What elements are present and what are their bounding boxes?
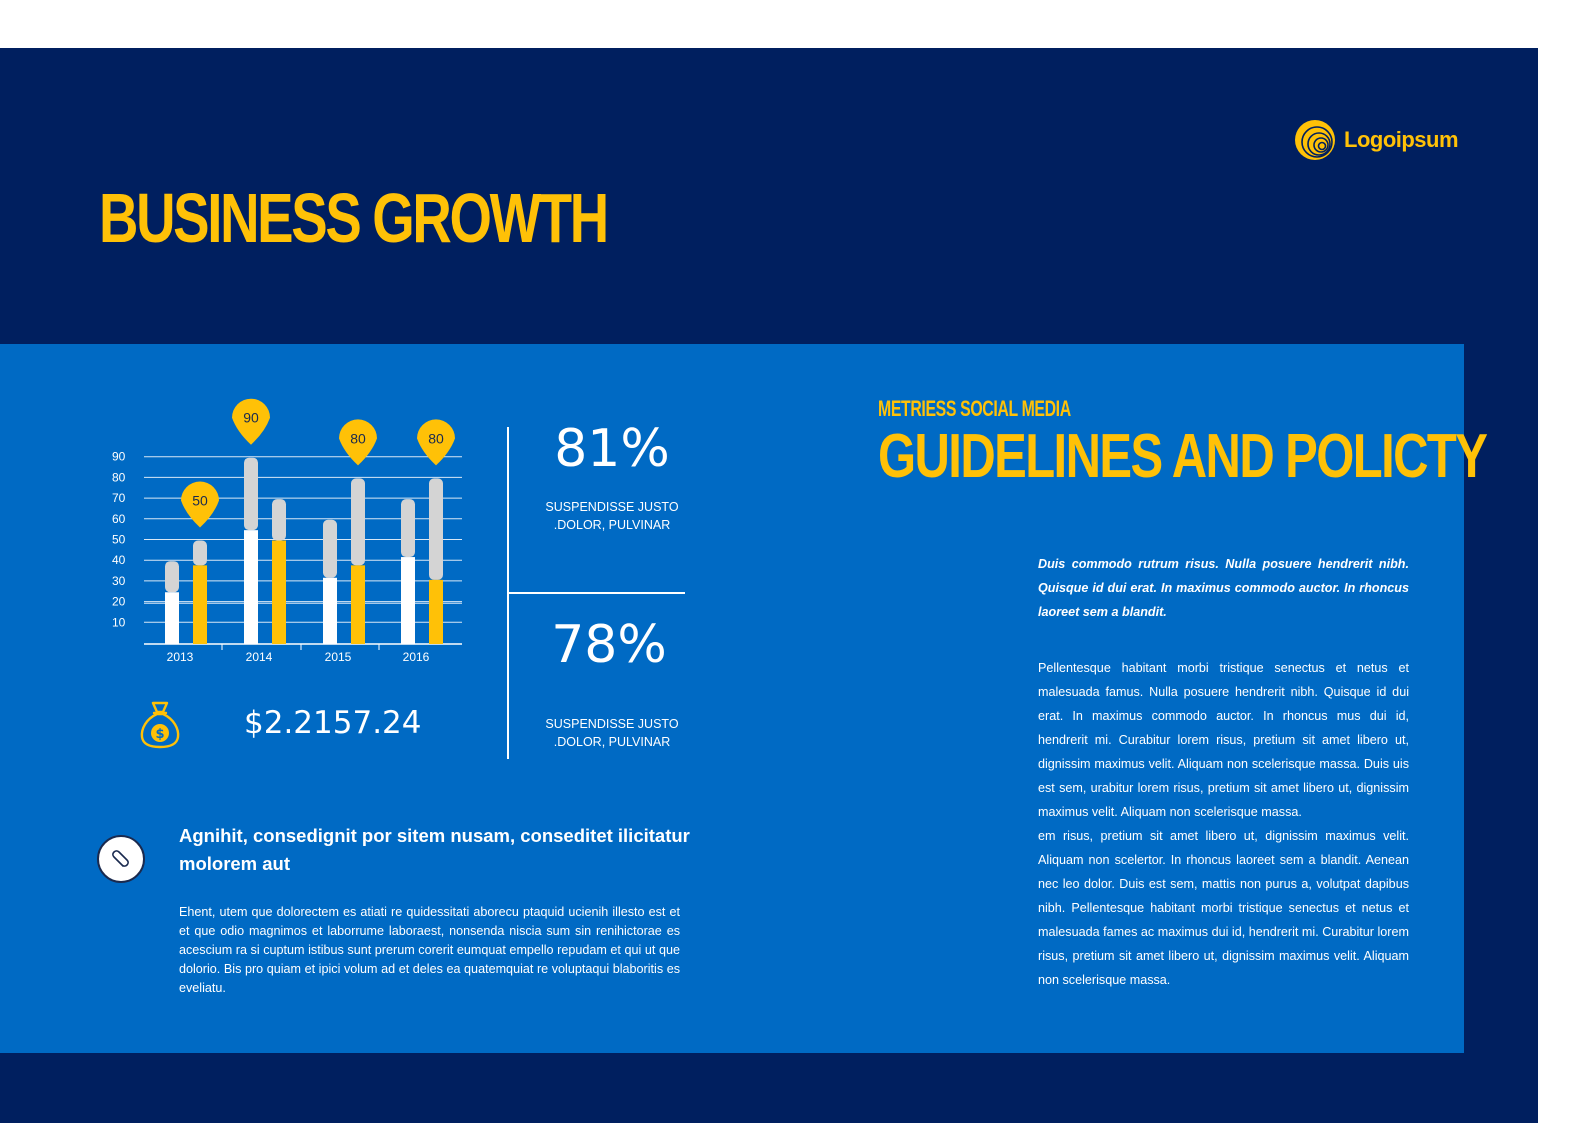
stat-value-secondary: 78%: [551, 615, 667, 675]
chart-bar-remainder: [272, 499, 286, 541]
chart-bar-remainder: [193, 540, 207, 566]
chart-y-tick-label: 90: [112, 450, 126, 464]
chart-callout-label: 90: [243, 410, 259, 426]
page-title: BUSINESS GROWTH: [99, 179, 609, 257]
chart-bar-remainder: [351, 478, 365, 566]
body-paragraph-1: Pellentesque habitant morbi tristique se…: [1038, 661, 1409, 819]
chart-y-tick-label: 60: [112, 512, 126, 526]
chart-bar-remainder: [165, 561, 179, 593]
chart-bar-remainder: [401, 499, 415, 558]
chart-bar: [429, 579, 443, 644]
stats-divider-horizontal: [508, 592, 685, 594]
chart-bar-remainder: [323, 519, 337, 578]
section-title: GUIDELINES AND POLICTY: [878, 422, 1488, 491]
chart-bar-remainder: [244, 457, 258, 531]
content-panel: [0, 344, 1464, 1053]
chart-bar: [244, 530, 258, 644]
intro-paragraph: Duis commodo rutrum risus. Nulla posuere…: [1038, 557, 1409, 619]
money-value: $2.2157.24: [244, 705, 422, 741]
chart-x-tick-label: 2016: [403, 650, 430, 664]
note-body: Ehent, utem que dolorectem es atiati re …: [179, 905, 680, 995]
stat-description-primary: SUSPENDISSE JUSTO .DOLOR, PULVINAR: [545, 500, 679, 532]
chart-bar: [193, 565, 207, 644]
note-heading: Agnihit, consedignit por sitem nusam, co…: [179, 825, 690, 874]
chart-callout-marker: [339, 419, 377, 466]
chart-y-tick-label: 50: [112, 533, 126, 547]
chart-callout-marker: [417, 419, 455, 466]
logo-mark-icon: [1295, 120, 1335, 160]
chart-x-tick-label: 2013: [167, 650, 194, 664]
chart-x-tick-label: 2014: [246, 650, 273, 664]
growth-chart-svg: 90 80 70 60 50 40 30 20 10 2013 2014 2015 2016 50 90 80…: [112, 398, 462, 664]
chart-callout-marker: [232, 398, 270, 445]
logo: Logoipsum: [1294, 119, 1459, 161]
chart-callout-label: 50: [192, 493, 208, 509]
svg-text:$: $: [155, 727, 164, 742]
chart-bar: [323, 577, 337, 644]
chart-callout-label: 80: [350, 430, 366, 446]
chart-y-tick-label: 10: [112, 615, 126, 629]
chart-bar: [165, 592, 179, 644]
growth-chart: 90 80 70 60 50 40 30 20 10 2013 2014 2015 2016 50 90 80…: [100, 395, 480, 680]
stat-value-primary: 81%: [554, 419, 670, 479]
section-kicker: METRIESS SOCIAL MEDIA: [878, 396, 1071, 421]
paperclip-badge: [97, 835, 145, 883]
chart-bar-remainder: [429, 478, 443, 580]
money-bag-icon: $: [140, 701, 180, 749]
chart-y-tick-label: 70: [112, 491, 126, 505]
chart-bar: [401, 557, 415, 644]
chart-callout-label: 80: [428, 430, 444, 446]
chart-y-tick-label: 80: [112, 470, 126, 484]
stat-description-secondary: SUSPENDISSE JUSTO .DOLOR, PULVINAR: [545, 717, 679, 749]
logo-text: Logoipsum: [1344, 127, 1459, 152]
paperclip-icon: [112, 850, 129, 867]
chart-y-tick-label: 30: [112, 574, 126, 588]
chart-x-tick-label: 2015: [325, 650, 352, 664]
chart-y-tick-label: 40: [112, 553, 126, 567]
chart-callout-marker: [181, 481, 219, 528]
chart-y-tick-label: 20: [112, 595, 126, 609]
chart-bar: [272, 540, 286, 644]
chart-bar: [351, 565, 365, 644]
body-paragraphs: Pellentesque habitant morbi tristique se…: [1038, 656, 1409, 992]
body-paragraph-2: em risus, pretium sit amet libero ut, di…: [1038, 829, 1409, 987]
